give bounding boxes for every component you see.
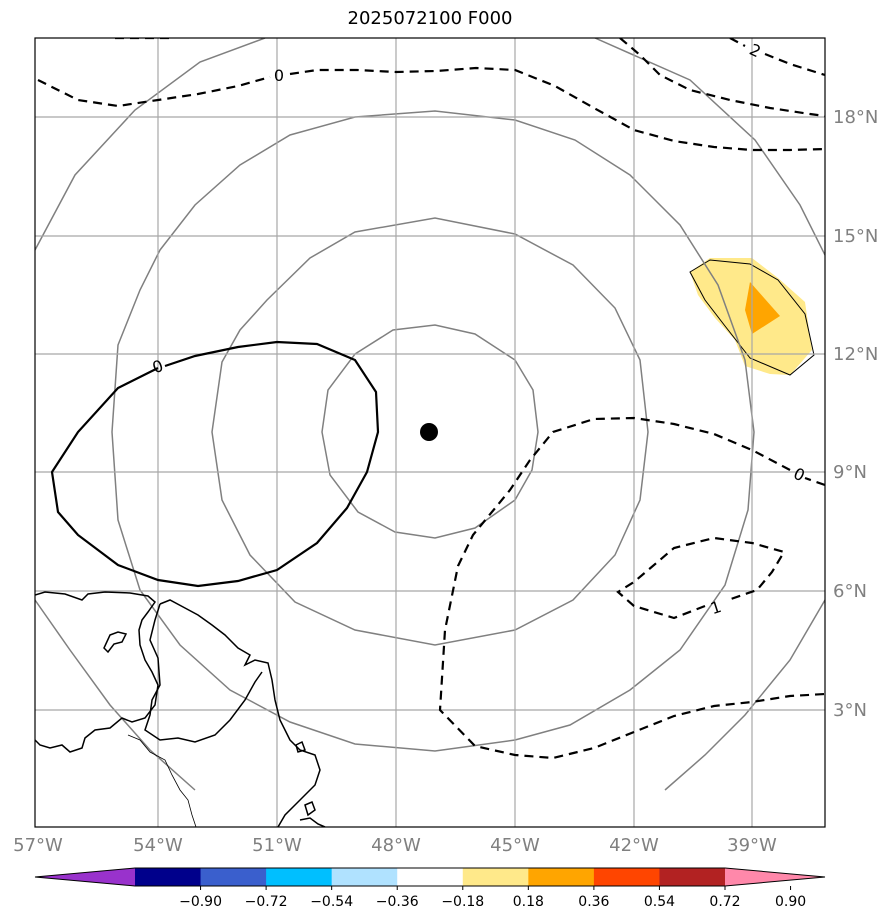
colorbar-segment — [397, 868, 464, 886]
range-ring-3 — [111, 110, 755, 752]
colorbar-tick-label: −0.72 — [245, 894, 288, 910]
lat-label: 12°N — [833, 344, 878, 365]
latitude-labels: 18°N 15°N 12°N 9°N 6°N 3°N — [833, 107, 878, 721]
range-ring-4d — [35, 599, 196, 791]
lat-label: 15°N — [833, 226, 878, 247]
colorbar-segment — [593, 868, 660, 886]
graticule — [35, 38, 825, 827]
colorbar-tick-label: 0.54 — [644, 894, 675, 910]
shaded-anomaly-region — [689, 258, 815, 376]
colorbar-segment — [200, 868, 267, 886]
lon-label: 51°W — [252, 835, 302, 856]
longitude-labels: 57°W 54°W 51°W 48°W 45°W 42°W 39°W — [13, 835, 777, 856]
lat-label: 18°N — [833, 107, 878, 128]
colorbar-tick-label: 0.90 — [775, 894, 806, 910]
storm-center-marker[interactable] — [420, 423, 438, 441]
range-ring-4c — [664, 599, 825, 791]
lon-label: 54°W — [133, 835, 183, 856]
map-border — [34, 37, 826, 828]
colorbar-segment — [659, 868, 726, 886]
range-ring-4b — [594, 38, 825, 256]
colorbar-segment — [462, 868, 529, 886]
colorbar-extend-high — [725, 868, 825, 886]
lon-label: 39°W — [727, 835, 777, 856]
colorbar-outline — [34, 867, 826, 887]
contour-label-zero-top: 0 — [274, 66, 284, 85]
lat-label: 6°N — [833, 581, 867, 602]
lon-label: 57°W — [13, 835, 63, 856]
map-title: 2025072100 F000 — [347, 8, 513, 29]
coastline — [35, 591, 326, 827]
colorbar-extend-low — [35, 868, 135, 886]
colorbar-tick-label: −0.54 — [310, 894, 353, 910]
lon-label: 42°W — [609, 835, 659, 856]
colorbar-tick-label: −0.36 — [376, 894, 419, 910]
colorbar-tick-label: −0.90 — [179, 894, 222, 910]
colorbar-tick-label: −0.18 — [441, 894, 484, 910]
colorbar-tick-label: 0.18 — [513, 894, 544, 910]
contour-zero-solid — [50, 340, 380, 588]
range-rings — [35, 38, 825, 791]
lon-label: 48°W — [371, 835, 421, 856]
colorbar-tick-label: 0.36 — [578, 894, 609, 910]
contour-dashed — [37, 38, 825, 760]
colorbar-segment — [135, 868, 202, 886]
lat-label: 3°N — [833, 700, 867, 721]
range-ring-2 — [211, 217, 649, 646]
colorbar: −0.90 −0.72 −0.54 −0.36 −0.18 0.18 0.36 0.54 0.7… — [34, 867, 826, 910]
range-ring-4a — [35, 38, 266, 251]
colorbar-segment — [528, 868, 595, 886]
state-borders — [127, 734, 197, 827]
colorbar-tick-label: 0.72 — [709, 894, 740, 910]
lat-label: 9°N — [833, 462, 867, 483]
lon-label: 45°W — [490, 835, 540, 856]
colorbar-segment — [331, 868, 398, 886]
colorbar-segment — [266, 868, 333, 886]
